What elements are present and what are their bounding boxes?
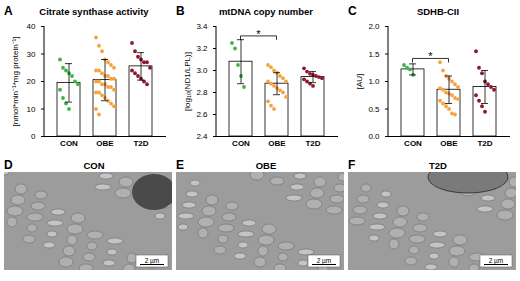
svg-text:2.4: 2.4 [196, 132, 208, 141]
svg-text:3.2: 3.2 [196, 44, 208, 53]
svg-text:0: 0 [31, 132, 36, 141]
svg-text:40: 40 [27, 22, 36, 31]
svg-text:*: * [428, 50, 433, 62]
html-text:mtDNA copy number: mtDNA copy number [218, 6, 314, 17]
svg-text:2.6: 2.6 [196, 110, 208, 119]
svg-text:2.8: 2.8 [196, 88, 208, 97]
svg-text:[log₁₀(ND1/LPL)]: [log₁₀(ND1/LPL)] [183, 52, 192, 111]
svg-text:*: * [256, 28, 261, 40]
svg-text:T2D: T2D [477, 139, 492, 148]
svg-text:CON: CON [232, 139, 250, 148]
svg-text:[AU]: [AU] [355, 74, 364, 90]
svg-text:OBE: OBE [268, 139, 286, 148]
svg-text:20: 20 [27, 77, 36, 86]
svg-text:OBE: OBE [440, 139, 458, 148]
svg-text:1.0: 1.0 [368, 77, 380, 86]
html-text:B: B [176, 4, 185, 18]
html-text:CON: CON [83, 160, 105, 171]
svg-text:10: 10 [27, 105, 36, 114]
svg-text:CON: CON [404, 139, 422, 148]
html-text:SDHB-CII: SDHB-CII [416, 6, 460, 17]
html-text:C: C [348, 4, 357, 18]
svg-text:T2D: T2D [133, 139, 148, 148]
html-text:D: D [4, 158, 13, 172]
svg-text:1.5: 1.5 [368, 50, 380, 59]
svg-text:0.5: 0.5 [368, 105, 380, 114]
svg-text:CON: CON [60, 139, 78, 148]
svg-text:2 µm: 2 µm [489, 257, 504, 265]
svg-text:OBE: OBE [96, 139, 114, 148]
html-text:OBE: OBE [255, 160, 277, 171]
svg-text:2 µm: 2 µm [317, 257, 332, 265]
svg-text:[nmol*min⁻¹*mg protein⁻¹]: [nmol*min⁻¹*mg protein⁻¹] [11, 36, 20, 126]
html-text:E: E [176, 158, 184, 172]
svg-text:0.0: 0.0 [368, 132, 380, 141]
html-text:T2D: T2D [429, 160, 447, 171]
svg-text:2.0: 2.0 [368, 22, 380, 31]
svg-text:T2D: T2D [305, 139, 320, 148]
svg-text:2 µm: 2 µm [145, 257, 160, 265]
svg-text:3.4: 3.4 [196, 22, 208, 31]
html-text:A: A [4, 4, 13, 18]
html-text:F: F [348, 158, 356, 172]
html-text:Citrate synthase activity: Citrate synthase activity [39, 6, 149, 17]
svg-text:3.0: 3.0 [196, 66, 208, 75]
svg-text:30: 30 [27, 50, 36, 59]
